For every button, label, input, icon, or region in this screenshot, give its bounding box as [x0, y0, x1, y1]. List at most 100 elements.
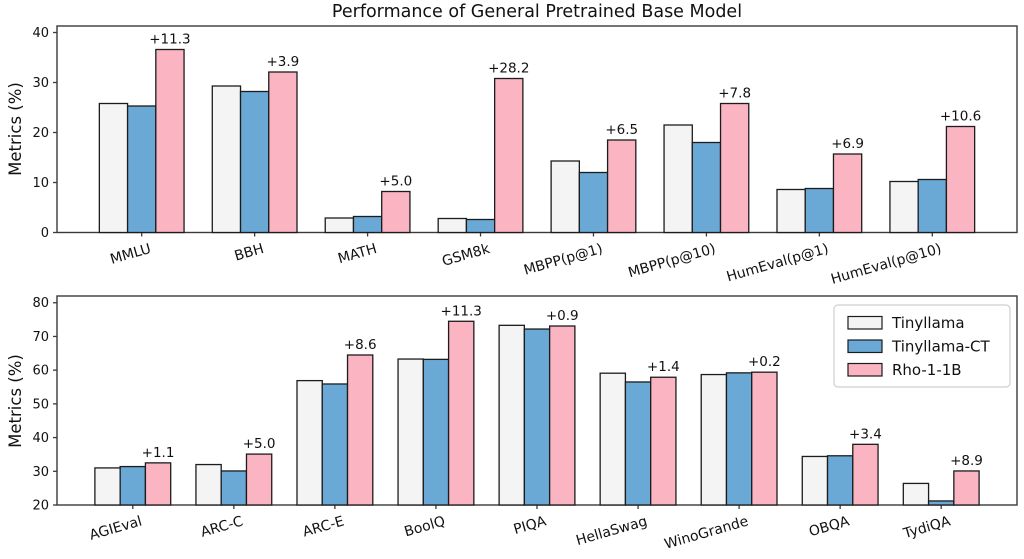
y-tick-label: 30: [32, 465, 49, 480]
annotation-label: +3.4: [849, 426, 882, 442]
bar-Tinyllama-HumEval(p@1): [776, 188, 806, 234]
bar-Rho-1-1B-ARC-C: [245, 453, 273, 506]
annotation-label: +7.8: [718, 86, 751, 102]
y-tick-label: 0: [41, 226, 49, 241]
bar-Tinyllama-WinoGrande: [700, 373, 728, 506]
annotation-label: +1.1: [142, 445, 175, 461]
x-tick-label: BBH: [233, 241, 266, 265]
bar-Tinyllama-CT-MMLU: [126, 105, 157, 234]
y-tick-label: 50: [32, 397, 49, 412]
x-tick-label: HellaSwag: [574, 513, 649, 549]
bar-Tinyllama-CT-TydiQA: [927, 500, 955, 506]
bar-Tinyllama-CT-ARC-E: [321, 383, 349, 506]
bar-Rho-1-1B-AGIEval: [144, 462, 172, 506]
x-tick-label: GSM8k: [440, 241, 492, 270]
bar-Tinyllama-TydiQA: [902, 482, 930, 506]
bar-Rho-1-1B-TydiQA: [953, 470, 980, 506]
bar-Tinyllama-OBQA: [801, 455, 829, 506]
y-axis-label-top: Metrics (%): [6, 82, 25, 176]
annotation-label: +1.4: [647, 359, 680, 375]
bar-Tinyllama-MBPP(p@1): [550, 160, 581, 234]
bar-Tinyllama-MMLU: [98, 102, 129, 234]
annotation-label: +0.9: [546, 308, 579, 324]
bar-Rho-1-1B-BBH: [268, 71, 298, 234]
x-tick-label: MATH: [336, 241, 379, 267]
bar-Tinyllama-AGIEval: [94, 467, 121, 506]
bar-Rho-1-1B-MBPP(p@1): [606, 139, 637, 234]
y-tick-label: 70: [32, 330, 49, 345]
bar-Tinyllama-HellaSwag: [599, 372, 627, 506]
bar-Rho-1-1B-MATH: [381, 190, 411, 234]
x-tick-label: PIQA: [512, 513, 549, 538]
annotation-label: +5.0: [379, 174, 412, 190]
bar-Tinyllama-CT-BoolQ: [422, 358, 450, 506]
bar-Tinyllama-CT-GSM8k: [465, 218, 496, 234]
annotation-label: +5.0: [243, 436, 276, 452]
bar-Tinyllama-CT-HumEval(p@1): [804, 187, 835, 234]
bar-Tinyllama-CT-AGIEval: [119, 465, 147, 506]
bar-Rho-1-1B-ARC-E: [346, 354, 374, 506]
bar-Rho-1-1B-WinoGrande: [751, 371, 778, 506]
bottom-subplot: 20 30 40 50 60 70 80 AGIEval +1.1 ARC-C +5.0 ARC-E +…: [32, 295, 1018, 553]
annotation-label: +11.3: [149, 32, 190, 48]
bar-Tinyllama-MATH: [324, 217, 355, 234]
legend-swatch-Tinyllama: [847, 315, 883, 330]
bar-Rho-1-1B-HumEval(p@1): [832, 153, 863, 234]
legend-swatch-Rho-1-1B: [847, 362, 883, 377]
bar-Tinyllama-CT-MATH: [352, 215, 383, 234]
legend-label-Tinyllama-CT: Tinyllama-CT: [891, 338, 990, 356]
bar-Tinyllama-CT-BBH: [239, 90, 270, 234]
bar-Rho-1-1B-MBPP(p@10): [719, 102, 750, 234]
plot-frame: [56, 25, 1018, 234]
bar-Tinyllama-MBPP(p@10): [663, 124, 693, 234]
bar-Tinyllama-CT-PIQA: [523, 328, 551, 506]
bar-Rho-1-1B-HellaSwag: [650, 376, 677, 506]
y-tick-label: 40: [32, 26, 49, 41]
y-tick-label: 30: [32, 76, 49, 91]
x-tick-label: WinoGrande: [663, 513, 750, 552]
figure-title: Performance of General Pretrained Base M…: [332, 2, 742, 22]
y-axis-label-bottom: Metrics (%): [6, 354, 25, 448]
bar-Tinyllama-CT-HumEval(p@10): [917, 178, 948, 234]
bar-Tinyllama-ARC-E: [296, 379, 323, 506]
bar-Tinyllama-CT-WinoGrande: [725, 372, 753, 506]
bar-Tinyllama-CT-ARC-C: [220, 470, 248, 506]
x-tick-label: AGIEval: [88, 513, 144, 543]
bar-Tinyllama-BBH: [211, 85, 242, 234]
bar-Rho-1-1B-BoolQ: [447, 320, 475, 506]
bar-Tinyllama-GSM8k: [437, 217, 468, 234]
annotation-label: +3.9: [266, 54, 299, 70]
x-tick-label: ARC-C: [199, 513, 245, 540]
x-tick-label: HumEval(p@1): [725, 241, 831, 285]
bar-Rho-1-1B-OBQA: [852, 443, 879, 506]
bar-Tinyllama-PIQA: [498, 324, 526, 506]
annotation-label: +6.9: [831, 136, 864, 152]
bar-Rho-1-1B-PIQA: [548, 325, 576, 506]
y-tick-label: 20: [32, 499, 49, 514]
y-tick-label: 20: [32, 126, 49, 141]
bar-Tinyllama-BoolQ: [397, 358, 424, 506]
y-tick-label: 60: [32, 364, 49, 379]
bar-Tinyllama-CT-HellaSwag: [624, 381, 652, 506]
annotation-label: +8.6: [344, 337, 377, 353]
bar-Tinyllama-CT-OBQA: [826, 455, 854, 506]
bar-Tinyllama-HumEval(p@10): [889, 180, 919, 234]
y-tick-label: 80: [32, 296, 49, 311]
y-tick-label: 40: [32, 431, 49, 446]
legend-label-Tinyllama: Tinyllama: [891, 314, 965, 332]
y-tick-label: 10: [32, 176, 49, 191]
x-tick-label: HumEval(p@10): [829, 241, 943, 288]
bar-Rho-1-1B-GSM8k: [493, 77, 524, 234]
bar-Tinyllama-CT-MBPP(p@10): [691, 141, 722, 234]
x-tick-label: MBPP(p@1): [522, 241, 605, 279]
x-tick-label: TydiQA: [901, 513, 953, 542]
annotation-label: +6.5: [605, 122, 638, 138]
bar-Rho-1-1B-MMLU: [155, 48, 185, 234]
x-tick-label: MMLU: [108, 241, 152, 268]
annotation-label: +0.2: [748, 354, 781, 370]
x-tick-label: OBQA: [807, 513, 851, 540]
annotation-label: +28.2: [488, 61, 529, 77]
x-tick-label: BoolQ: [403, 513, 447, 540]
legend-swatch-Tinyllama-CT: [847, 339, 883, 354]
